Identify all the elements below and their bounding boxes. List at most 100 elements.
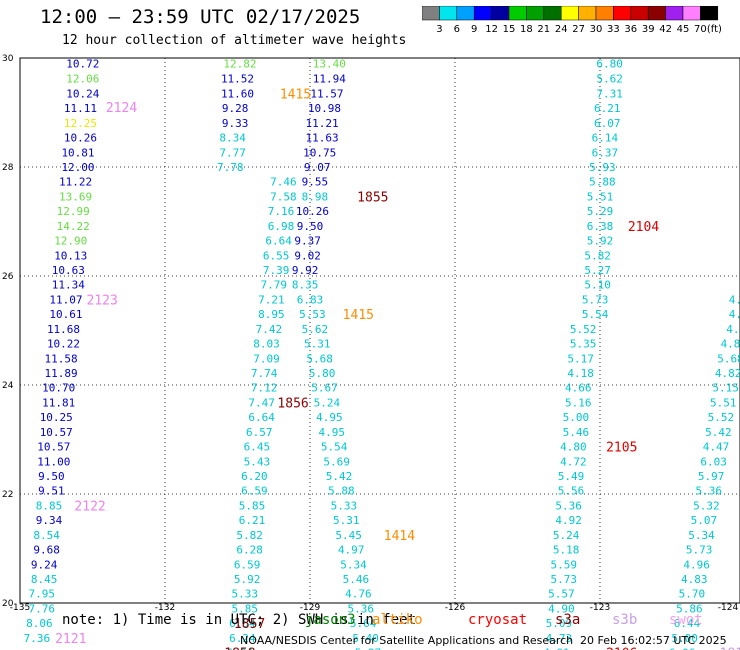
wave-height-point: 5.92 xyxy=(587,235,614,248)
wave-height-point: 5.73 xyxy=(686,544,713,557)
wave-height-point: 7.21 xyxy=(258,293,285,306)
wave-height-point: 14.22 xyxy=(57,220,90,233)
wave-height-point: 5.35 xyxy=(570,338,597,351)
wave-height-point: 9.02 xyxy=(294,249,321,262)
wave-height-point: 8.95 xyxy=(258,308,285,321)
wave-height-point: 12.99 xyxy=(57,205,90,218)
x-tick-label: -129 xyxy=(300,603,321,613)
wave-height-point: 6.38 xyxy=(587,220,614,233)
wave-height-point: 5.33 xyxy=(331,499,358,512)
wave-height-point: 6.21 xyxy=(239,514,266,527)
wave-height-point: 11.07 xyxy=(49,293,82,306)
colorbar-label: 39 xyxy=(642,24,655,34)
wave-height-point: 10.63 xyxy=(52,264,85,277)
wave-height-point: 4.96 xyxy=(683,558,710,571)
wave-height-point: 6.57 xyxy=(246,426,273,439)
wave-height-point: 5.67 xyxy=(311,382,338,395)
wave-height-point: 6.83 xyxy=(297,293,324,306)
wave-height-point: 5.68 xyxy=(717,352,740,365)
wave-height-point: 7.46 xyxy=(270,176,297,189)
wave-height-point: 7.09 xyxy=(253,352,280,365)
wave-height-point: 5.27 xyxy=(355,647,382,650)
wave-height-point: 5.73 xyxy=(551,573,578,586)
wave-height-point: 5.31 xyxy=(304,338,331,351)
colorbar-label: 18 xyxy=(520,24,533,34)
colorbar-label: 3 xyxy=(436,24,442,34)
wave-height-point: 11.60 xyxy=(221,87,254,100)
wave-height-point: 5.88 xyxy=(589,176,616,189)
wave-height-point: 5.52 xyxy=(570,323,597,336)
wave-height-point: 7.42 xyxy=(256,323,283,336)
wave-height-point: 11.94 xyxy=(313,73,346,86)
wave-height-point: 10.72 xyxy=(66,57,99,70)
wave-height-point: 5.56 xyxy=(558,485,585,498)
colorbar-label: 21 xyxy=(537,24,550,34)
wave-height-point: 5.92 xyxy=(234,573,261,586)
wave-height-point: 6.54 xyxy=(229,617,256,630)
pass-time-label: 2104 xyxy=(628,220,659,235)
wave-height-point: 5.07 xyxy=(691,514,718,527)
wave-height-point: 10.98 xyxy=(308,102,341,115)
wave-height-point: 5.82 xyxy=(584,249,611,262)
wave-height-point: 6.80 xyxy=(596,57,623,70)
pass-time-label: 1857 xyxy=(234,617,265,632)
wave-height-point: 7.16 xyxy=(268,205,295,218)
wave-height-point: 9.07 xyxy=(304,161,331,174)
wave-height-point: 7.78 xyxy=(217,161,244,174)
wave-height-point: 5.85 xyxy=(232,602,259,615)
pass-time-label: 2123 xyxy=(87,293,118,308)
wave-height-point: 6.24 xyxy=(229,632,256,645)
wave-height-point: 8.54 xyxy=(33,529,60,542)
wave-height-point: 4.95 xyxy=(316,411,343,424)
wave-height-point: 5.70 xyxy=(679,588,706,601)
x-tick-label: -124 xyxy=(718,603,739,613)
wave-height-point: 6.64 xyxy=(248,411,275,424)
wave-height-point: 11.63 xyxy=(306,132,339,145)
satellite-name-s3a: s3a xyxy=(555,612,581,628)
colorbar-label: 70 xyxy=(694,24,707,34)
wave-height-point: 6.34 xyxy=(227,647,254,650)
colorbar-label: 12 xyxy=(485,24,498,34)
wave-height-point: 7.74 xyxy=(251,367,278,380)
wave-height-point: 5.59 xyxy=(551,558,578,571)
colorbar-label: 36 xyxy=(624,24,637,34)
wave-height-point: 6.20 xyxy=(241,470,268,483)
satellite-name-swot: swot xyxy=(669,612,703,628)
wave-height-point: 5.43 xyxy=(244,455,271,468)
wave-height-point: 4.97 xyxy=(338,544,365,557)
wave-height-point: 9.51 xyxy=(38,485,65,498)
wave-height-point: 9.37 xyxy=(294,235,321,248)
wave-height-point: 6.45 xyxy=(244,441,271,454)
wave-height-point: 5.68 xyxy=(306,352,333,365)
wave-height-point: 5.36 xyxy=(696,485,723,498)
wave-height-point: 5.00 xyxy=(563,411,590,424)
wave-height-point: 11.52 xyxy=(221,73,254,86)
colorbar-label: 15 xyxy=(503,24,516,34)
wave-height-point: 6.59 xyxy=(241,485,268,498)
wave-height-point: 4.8 xyxy=(721,338,740,351)
wave-height-point: 11.57 xyxy=(310,87,343,100)
wave-height-point: 5.82 xyxy=(236,529,263,542)
wave-height-point: 4.18 xyxy=(567,367,594,380)
wave-height-point: 12.00 xyxy=(61,161,94,174)
wave-height-point: 13.40 xyxy=(313,57,346,70)
wave-height-point: 5.18 xyxy=(553,544,580,557)
wave-height-point: 5.88 xyxy=(328,485,355,498)
satellite-name-s3b: s3b xyxy=(612,612,638,628)
wave-height-point: 9.50 xyxy=(297,220,324,233)
wave-height-point: 11.68 xyxy=(47,323,80,336)
colorbar-label: 27 xyxy=(572,24,585,34)
wave-height-point: 5.16 xyxy=(565,396,592,409)
wave-height-point: 8.03 xyxy=(253,338,280,351)
wave-height-point: 4.47 xyxy=(703,441,730,454)
pass-time-label: 1414 xyxy=(384,529,415,544)
satellite-name-cryosat: cryosat xyxy=(468,612,528,628)
wave-height-point: 11.34 xyxy=(52,279,85,292)
pass-time-label: 1858 xyxy=(224,647,255,650)
wave-height-point: 7.79 xyxy=(261,279,288,292)
colorbar-label: 30 xyxy=(590,24,603,34)
wave-height-point: 5.24 xyxy=(553,529,580,542)
pass-time-label: 1855 xyxy=(357,190,388,205)
wave-height-point: 6.03 xyxy=(700,455,727,468)
